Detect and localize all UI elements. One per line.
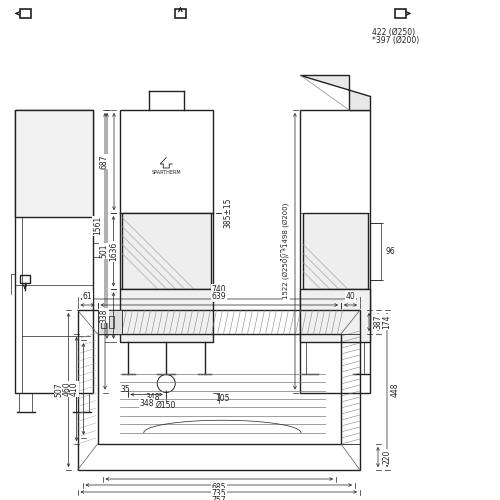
Text: 1561: 1561 bbox=[93, 216, 102, 236]
Bar bbox=[98, 310, 122, 334]
Bar bbox=[100, 316, 105, 328]
Text: 735: 735 bbox=[212, 489, 226, 498]
Text: 96: 96 bbox=[385, 247, 395, 256]
Text: 410: 410 bbox=[70, 382, 78, 396]
Text: 105: 105 bbox=[215, 394, 230, 403]
Bar bbox=[303, 213, 368, 290]
Bar bbox=[78, 310, 360, 470]
Text: 1626: 1626 bbox=[280, 242, 289, 261]
Bar bbox=[370, 223, 381, 280]
Text: 1636: 1636 bbox=[109, 242, 118, 261]
Bar bbox=[120, 110, 212, 290]
Text: 220: 220 bbox=[382, 450, 391, 464]
Bar bbox=[98, 334, 341, 444]
Bar bbox=[15, 110, 92, 393]
Bar bbox=[122, 213, 210, 290]
Bar bbox=[300, 290, 370, 342]
Text: 422 (Ø250): 422 (Ø250) bbox=[372, 28, 416, 37]
Text: SPARTHERM: SPARTHERM bbox=[152, 170, 181, 175]
Text: Ø150: Ø150 bbox=[156, 400, 176, 409]
Text: 385±15: 385±15 bbox=[224, 198, 232, 228]
Polygon shape bbox=[300, 75, 370, 110]
Bar bbox=[341, 334, 360, 444]
Bar bbox=[20, 10, 31, 18]
Text: *397 (Ø200): *397 (Ø200) bbox=[372, 36, 420, 44]
Text: 507: 507 bbox=[54, 382, 64, 398]
Text: 348: 348 bbox=[140, 398, 154, 407]
Text: 757: 757 bbox=[212, 496, 226, 500]
Text: 387: 387 bbox=[373, 315, 382, 329]
Text: 460: 460 bbox=[62, 382, 72, 396]
Text: 740: 740 bbox=[212, 285, 226, 294]
Bar bbox=[108, 316, 114, 328]
Text: 1522 (Ø250)/ *1498 (Ø200): 1522 (Ø250)/ *1498 (Ø200) bbox=[282, 203, 290, 300]
Bar bbox=[20, 274, 30, 282]
Text: 501: 501 bbox=[100, 244, 108, 258]
Bar bbox=[300, 110, 370, 393]
Text: 639: 639 bbox=[212, 292, 226, 301]
Text: 174: 174 bbox=[382, 315, 391, 329]
Text: 448: 448 bbox=[391, 383, 400, 397]
Text: 40: 40 bbox=[346, 292, 356, 301]
Text: 35: 35 bbox=[120, 386, 130, 394]
Bar bbox=[175, 10, 186, 18]
Text: 687: 687 bbox=[100, 154, 109, 169]
Text: 348: 348 bbox=[146, 393, 160, 402]
Text: 61: 61 bbox=[82, 292, 92, 301]
Bar bbox=[395, 10, 406, 18]
Bar bbox=[120, 290, 212, 342]
Text: 338: 338 bbox=[100, 308, 108, 323]
Text: 685: 685 bbox=[212, 483, 226, 492]
Bar bbox=[15, 110, 92, 218]
